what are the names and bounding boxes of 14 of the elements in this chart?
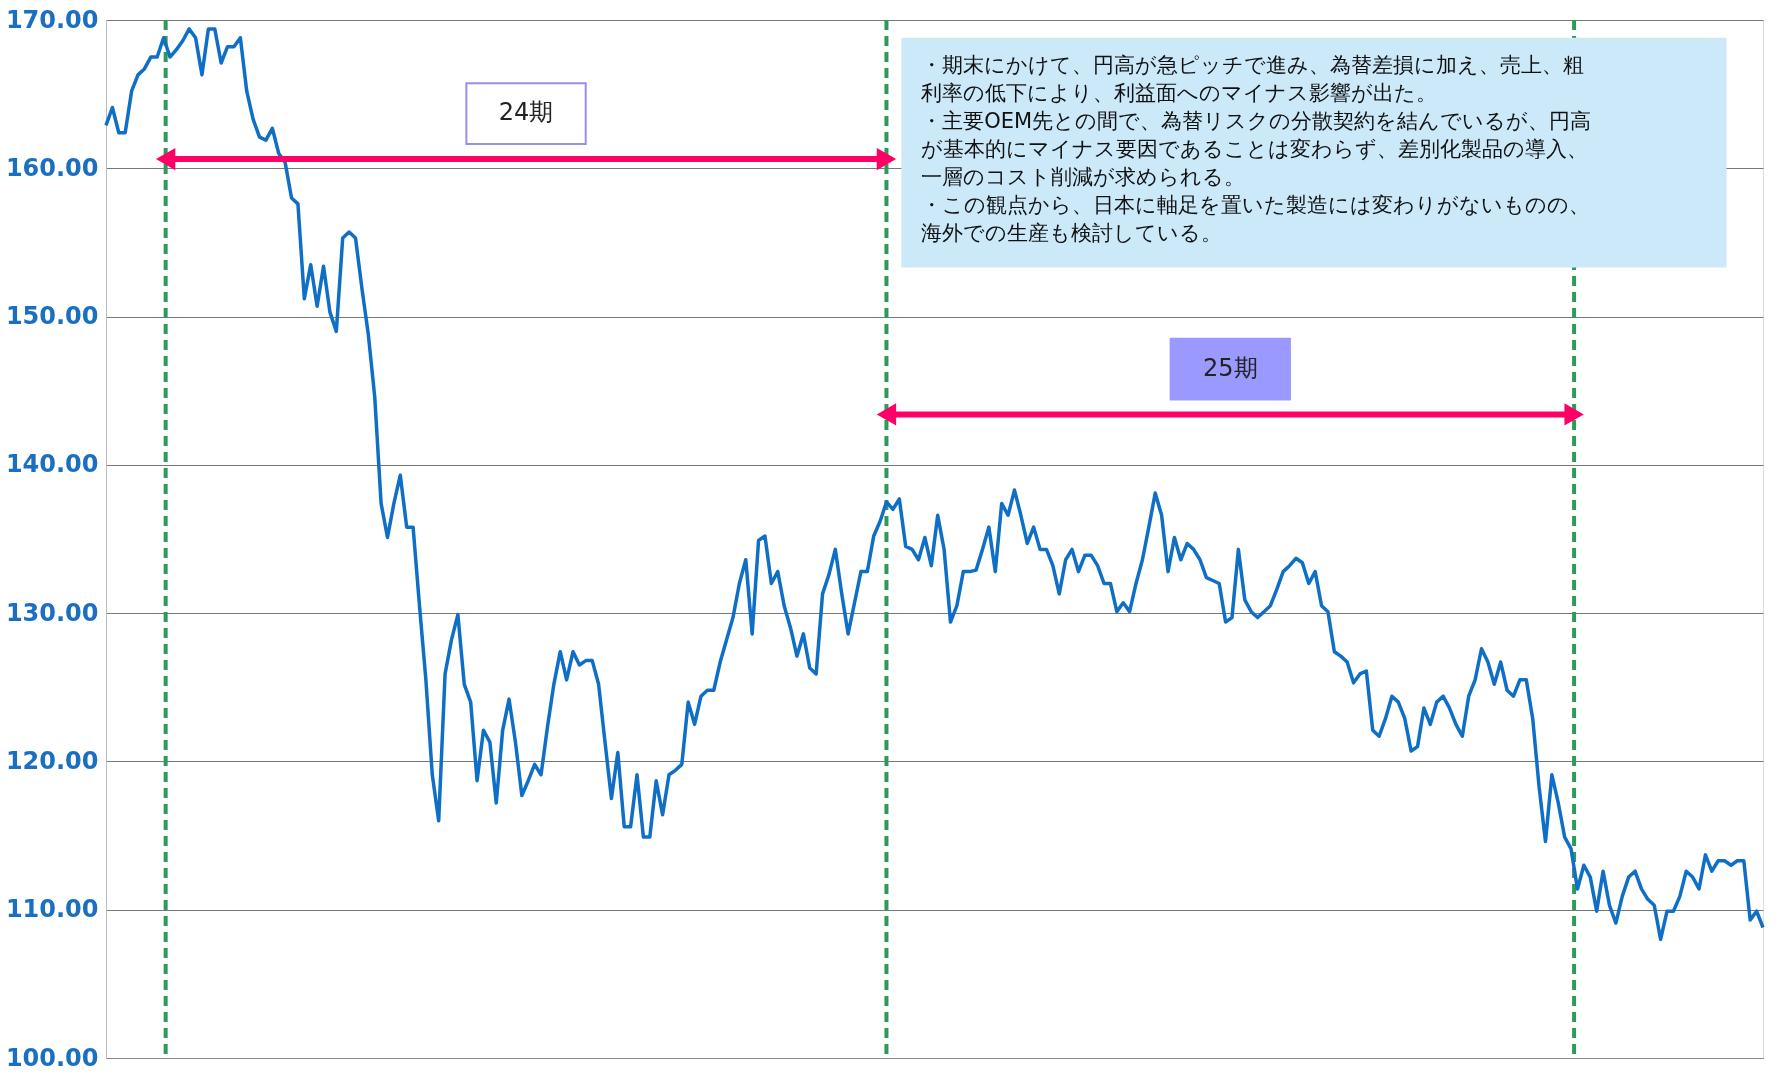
y-tick-label: 170.00 xyxy=(5,5,99,34)
annotation: 24期 xyxy=(498,98,554,127)
y-tick-label: 120.00 xyxy=(5,746,99,775)
y-tick-label: 130.00 xyxy=(5,598,99,627)
annotation: 25期 xyxy=(1203,353,1258,382)
y-tick-label: 140.00 xyxy=(5,450,99,479)
y-tick-label: 100.00 xyxy=(5,1043,99,1072)
annotation: ・この観点から、日本に軸足を置いた製造には変わりがないものの、海外での生産も検討している。 xyxy=(921,192,1591,245)
y-tick-label: 160.00 xyxy=(5,153,99,182)
line-series xyxy=(104,27,1765,942)
y-tick-label: 150.00 xyxy=(5,302,99,331)
annotation: ・主要OEM先との間で、為替リスクの分散契約を結んでいるが、円高が基本的にマイナス要因であることは変わらず、差別化製品の導入、一層のコスト削減が求められる。 xyxy=(921,108,1592,189)
annotation: ・期末にかけて、円高が急ピッチで進み、為替差損に加え、売上、粗利率の低下により、利益面へのマイナス影響が出た。 xyxy=(921,52,1585,105)
y-tick-label: 110.00 xyxy=(5,895,99,924)
